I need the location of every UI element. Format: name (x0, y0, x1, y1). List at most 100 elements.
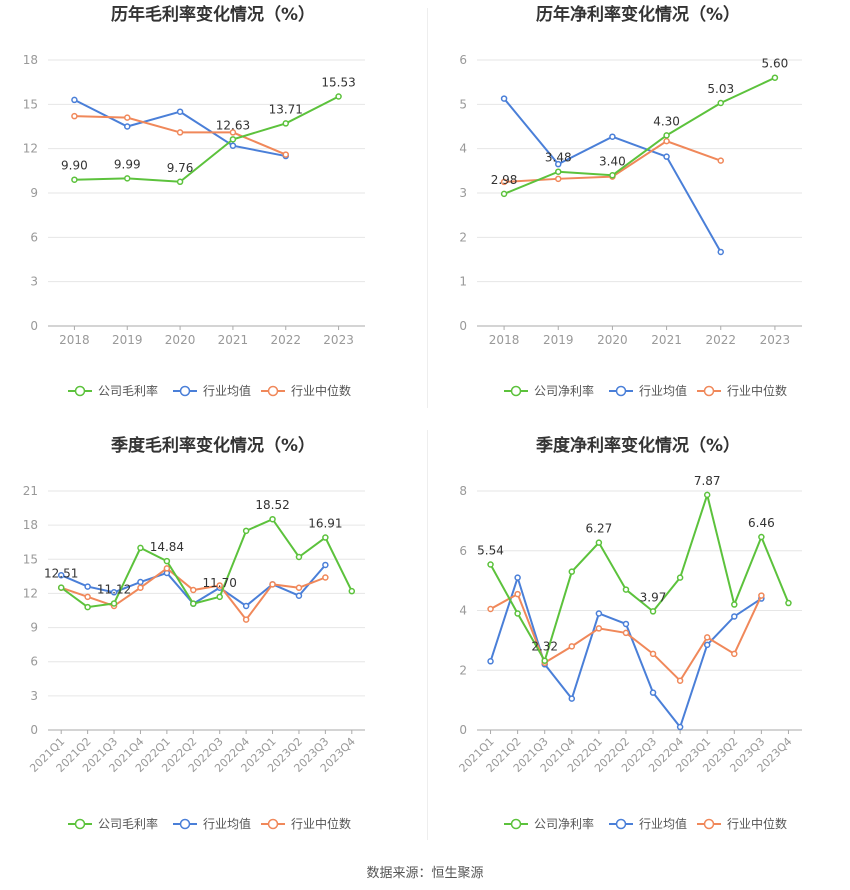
data-point-industry_avg (322, 561, 329, 569)
legend-entry: 公司净利率 (534, 383, 594, 398)
data-point-company (771, 74, 779, 81)
data-label: 11.12 (97, 582, 131, 596)
data-point-industry_median (176, 129, 184, 136)
data-point-company (176, 178, 184, 186)
series-line-company (489, 491, 790, 664)
data-label: 5.60 (762, 57, 789, 71)
data-point-industry_avg (84, 583, 91, 590)
data-point-company (703, 491, 711, 499)
legend-marker (74, 818, 86, 830)
data-point-company (676, 574, 684, 581)
data-point-company (229, 136, 237, 143)
data-point-company (541, 657, 548, 664)
data-label: 9.99 (114, 157, 141, 171)
chart-title: 季度净利率变化情况（%） (536, 435, 740, 456)
series-line-company (74, 95, 340, 183)
legend-marker (703, 818, 715, 830)
data-point-company (110, 600, 118, 607)
data-point-industry_avg (229, 142, 237, 149)
data-point-industry_median (717, 157, 724, 164)
data-point-industry_median (124, 114, 131, 121)
data-point-industry_median (514, 590, 521, 598)
data-point-company (71, 176, 78, 183)
y-tick-label: 0 (459, 723, 467, 737)
y-tick-label: 4 (459, 604, 467, 618)
x-tick-label: 2023 (323, 333, 354, 347)
y-tick-label: 0 (459, 319, 467, 333)
data-label: 11.70 (203, 576, 237, 590)
data-point-industry_median (71, 112, 78, 120)
data-point-industry_median (758, 592, 765, 599)
x-tick-label: 2020 (597, 333, 628, 347)
data-point-industry_avg (71, 96, 78, 104)
data-point-industry_median (322, 574, 329, 581)
legend-entry: 行业均值 (639, 816, 687, 831)
y-tick-label: 3 (30, 275, 38, 289)
legend-marker (74, 385, 86, 397)
data-point-industry_median (595, 625, 603, 632)
data-label: 16.91 (308, 517, 342, 531)
y-tick-label: 2 (459, 663, 467, 677)
data-point-industry_median (269, 581, 276, 588)
data-point-industry_avg (110, 589, 118, 596)
y-tick-label: 18 (23, 53, 38, 67)
data-label: 13.71 (269, 102, 303, 116)
data-label: 9.90 (61, 159, 88, 173)
data-label: 15.53 (321, 76, 355, 90)
legend-marker (703, 385, 715, 397)
y-tick-label: 18 (23, 518, 38, 532)
data-point-industry_median (487, 605, 494, 613)
legend-entry: 行业均值 (639, 383, 687, 398)
x-tick-label: 2022 (705, 333, 736, 347)
data-source-text: 数据来源：恒生聚源 (366, 866, 484, 881)
data-point-industry_median (229, 129, 237, 136)
data-point-industry_avg (595, 610, 603, 617)
legend-marker (267, 385, 279, 397)
data-point-company (555, 168, 562, 175)
chart-title: 历年毛利率变化情况（%） (111, 4, 315, 25)
y-tick-label: 12 (23, 586, 38, 600)
y-tick-label: 6 (30, 655, 38, 669)
x-tick-label: 2019 (543, 333, 574, 347)
x-tick-label: 2021 (218, 333, 249, 347)
y-tick-label: 8 (459, 484, 467, 498)
data-point-industry_avg (137, 578, 144, 586)
x-tick-label: 2023 (760, 333, 791, 347)
data-point-company (124, 175, 131, 182)
data-point-industry_avg (176, 108, 184, 115)
legend-marker (179, 818, 191, 830)
chart-4: 季度净利率变化情况（%）024682021Q12021Q22021Q32021Q… (457, 435, 802, 831)
data-point-company (348, 587, 356, 595)
data-point-company (216, 593, 223, 601)
y-tick-label: 12 (23, 142, 38, 156)
data-point-industry_avg (57, 571, 65, 579)
data-point-industry_avg (487, 658, 494, 665)
x-tick-label: 2020 (165, 333, 196, 347)
data-point-industry_avg (124, 123, 131, 130)
data-point-industry_avg (649, 689, 657, 696)
data-point-company (269, 515, 276, 523)
data-point-company (500, 190, 508, 198)
data-point-industry_avg (663, 153, 670, 160)
data-label: 9.76 (167, 161, 194, 175)
x-tick-label: 2021 (651, 333, 682, 347)
data-point-industry_median (84, 593, 91, 601)
data-point-company (649, 608, 657, 615)
chart-1: 历年毛利率变化情况（%） 0 3 6 9 12 15 18 2018 2019 2020 2021 20… (23, 4, 365, 398)
data-point-industry_avg (731, 613, 738, 620)
y-tick-label: 6 (459, 53, 467, 67)
x-tick-label: 2019 (112, 333, 143, 347)
y-tick-label: 3 (30, 689, 38, 703)
legend-entry: 行业均值 (203, 383, 251, 398)
data-label: 6.46 (748, 516, 775, 530)
data-point-industry_avg (703, 641, 711, 649)
y-tick-label: 3 (459, 186, 467, 200)
y-tick-label: 0 (30, 723, 38, 737)
legend-entry: 行业中位数 (727, 816, 787, 831)
data-label: 18.52 (255, 498, 289, 512)
data-point-company (242, 527, 250, 535)
data-point-company (57, 584, 65, 591)
data-point-industry_avg (555, 160, 562, 168)
legend-entry: 行业中位数 (291, 816, 351, 831)
